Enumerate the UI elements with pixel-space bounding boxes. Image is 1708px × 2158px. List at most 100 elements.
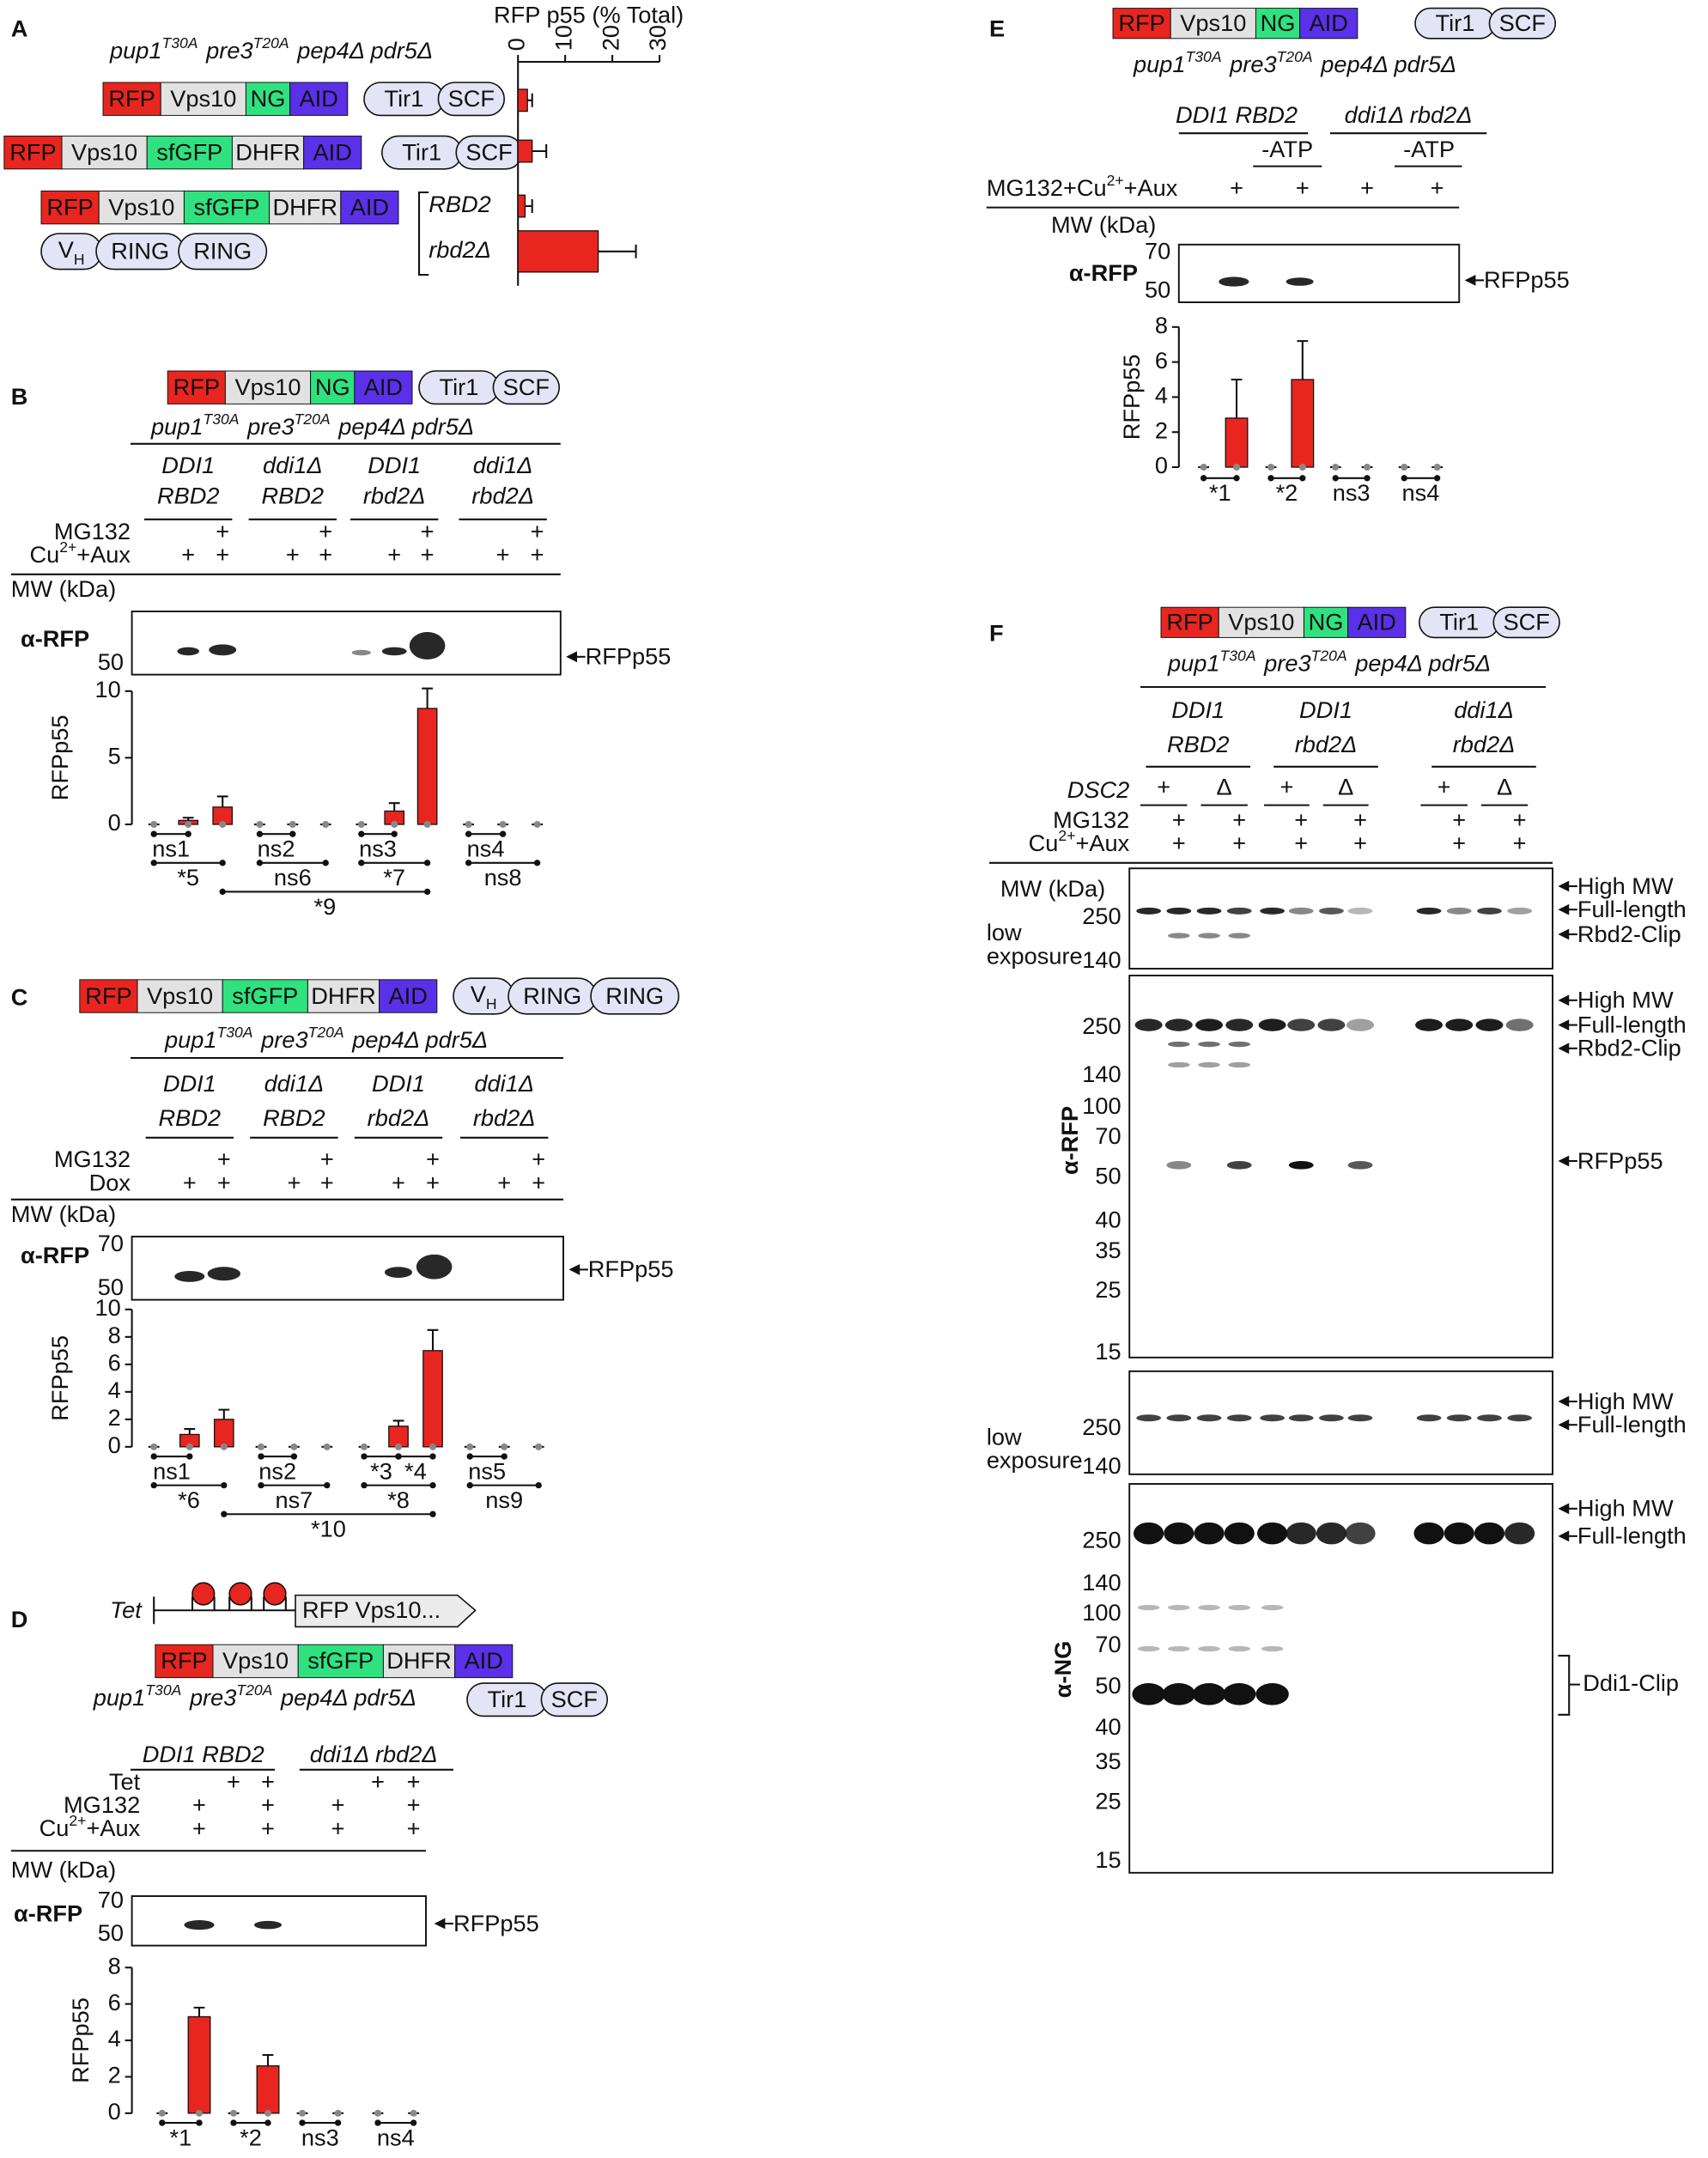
error-bar	[392, 1419, 404, 1426]
zero-point	[423, 821, 431, 829]
category-label: RBD2	[429, 191, 491, 217]
band	[1168, 933, 1190, 939]
domain-label: sfGFP	[156, 138, 222, 165]
y-tick-label: 8	[1155, 312, 1168, 338]
stat-label: *3	[370, 1457, 392, 1484]
y-tick-label: 10	[95, 676, 121, 702]
band	[1319, 1414, 1344, 1422]
domain	[155, 1644, 214, 1679]
axis-title: RFP p55 (% Total)	[494, 1, 684, 27]
arrow	[1558, 1155, 1570, 1167]
plus: +	[407, 1791, 421, 1818]
supscript: T20A	[1277, 47, 1313, 64]
stat-label: *7	[383, 864, 405, 891]
panel-letter: E	[989, 15, 1005, 41]
treatment-label: MG132	[54, 518, 131, 544]
stat-label: ns7	[275, 1486, 313, 1513]
bar	[517, 139, 533, 163]
plus: +	[532, 1146, 545, 1172]
y-tick-label: 5	[108, 743, 121, 769]
zero-point	[1364, 464, 1371, 471]
text-part: V	[58, 236, 75, 263]
plus: +	[331, 1815, 345, 1841]
domain	[1299, 8, 1358, 40]
domain	[382, 1644, 456, 1679]
stat-label: ns4	[377, 2124, 415, 2150]
band	[1198, 933, 1220, 939]
band	[416, 1254, 453, 1280]
hairpin-loop	[263, 1582, 287, 1606]
comparison-end	[423, 860, 431, 866]
band	[351, 649, 372, 656]
y-axis-title: RFPp55	[1118, 355, 1145, 441]
comparison-end	[391, 830, 398, 837]
bracket	[1558, 1654, 1581, 1716]
comparison-end	[289, 830, 296, 837]
band	[1257, 1522, 1288, 1545]
band	[1226, 1161, 1252, 1170]
zero-point	[1433, 464, 1441, 471]
stat-label: *9	[314, 893, 337, 920]
band	[1226, 1414, 1252, 1422]
band	[1219, 277, 1249, 287]
exposure-note: low	[987, 919, 1022, 945]
mw-label: 140	[1082, 1569, 1121, 1596]
stat-label: *2	[240, 2124, 262, 2150]
y-tick-label: 2	[108, 1404, 121, 1431]
dsc2-state: +	[1438, 774, 1451, 800]
band	[1192, 1683, 1226, 1705]
y-tick-label: 8	[108, 1322, 121, 1348]
stat-label: ns2	[258, 1457, 296, 1484]
band	[1477, 907, 1502, 915]
stat-label: ns3	[301, 2124, 339, 2150]
mw-label: 70	[1145, 238, 1170, 264]
stat-label: ns1	[152, 836, 190, 862]
comparison-end	[219, 888, 226, 896]
band	[1136, 907, 1162, 915]
text-part: MG132+Cu	[987, 174, 1107, 201]
comparison-end	[410, 2119, 417, 2126]
genotype: RBD2	[263, 1104, 325, 1131]
domain	[183, 190, 270, 225]
error-bar	[388, 802, 400, 812]
stat-label: *6	[178, 1486, 200, 1513]
comparison-end	[358, 830, 365, 837]
zero-point	[357, 821, 365, 829]
comparison-end	[219, 860, 226, 866]
blot	[1128, 1483, 1553, 1874]
supscript: 2+	[1058, 827, 1075, 844]
mw-label: 50	[98, 648, 124, 675]
bar	[187, 2015, 211, 2114]
band	[177, 647, 200, 656]
plus: +	[1513, 806, 1527, 833]
domain-label: DHFR	[272, 193, 337, 220]
band	[1168, 1645, 1190, 1652]
mw-label: 50	[1095, 1672, 1121, 1699]
blot	[1177, 243, 1461, 303]
zero-point	[1401, 464, 1408, 471]
text-part: pup1	[1167, 650, 1219, 677]
error-bar	[427, 1328, 439, 1351]
band	[1446, 1414, 1472, 1422]
comparison-end	[1233, 475, 1240, 482]
blot	[1128, 1370, 1553, 1475]
text-part: Cu	[29, 541, 59, 568]
zero-point	[533, 821, 541, 829]
domain	[1160, 606, 1219, 638]
band	[1507, 1414, 1533, 1422]
comparison-end	[423, 888, 431, 896]
dsc2-state: Δ	[1338, 774, 1353, 800]
plus: +	[216, 518, 229, 544]
arrow	[1558, 1043, 1570, 1055]
plus: +	[392, 1169, 405, 1195]
treatment-label: -ATP	[1261, 136, 1313, 162]
stat-label: *8	[387, 1486, 410, 1513]
mw-label: 40	[1095, 1207, 1121, 1233]
treatment-label: Cu2++Aux	[1029, 827, 1130, 857]
domain-label: DHFR	[235, 138, 301, 165]
band	[254, 1920, 283, 1930]
mw-title: MW (kDa)	[11, 575, 116, 602]
subscript: H	[486, 995, 497, 1012]
domain-label: AID	[364, 374, 403, 400]
bar	[256, 2065, 280, 2114]
